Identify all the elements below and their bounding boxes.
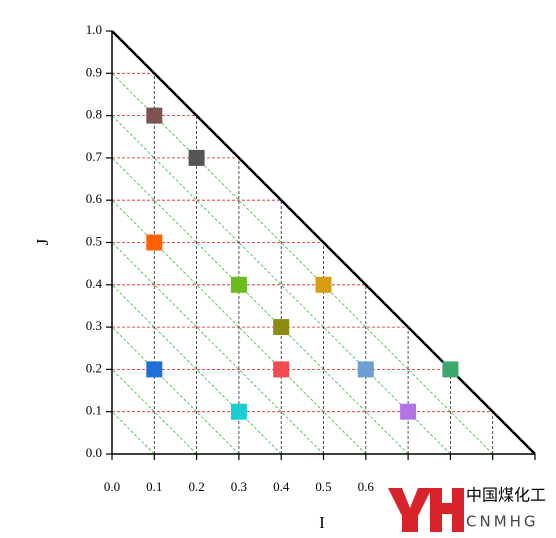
point (357, 361, 374, 378)
y-tick-label: 0.9 (86, 64, 102, 79)
y-tick-label: 0.4 (86, 276, 103, 291)
point (146, 361, 163, 378)
hypotenuse (111, 30, 536, 455)
x-tick-label: 0.5 (315, 479, 331, 494)
y-tick-label: 0.6 (86, 191, 103, 206)
diagonal-grid-line (111, 411, 155, 455)
y-tick-label: 1.0 (86, 22, 102, 37)
logo-h (430, 488, 464, 532)
x-tick-label: 0.4 (273, 479, 290, 494)
point (188, 149, 205, 166)
point (146, 234, 163, 251)
x-tick-label: 0.0 (104, 479, 120, 494)
point (442, 361, 459, 378)
logo-y (388, 488, 432, 532)
point (273, 361, 290, 378)
y-tick-label: 0.2 (86, 360, 102, 375)
x-tick-label: 0.1 (146, 479, 162, 494)
watermark-name: 中国煤化工 (466, 486, 546, 505)
diagonal-grid-line (111, 242, 324, 455)
point (400, 403, 417, 420)
y-tick-label: 0.0 (86, 445, 102, 460)
diagonal-grid-line (111, 73, 493, 455)
point (273, 319, 290, 336)
point (315, 276, 332, 293)
y-tick-label: 0.5 (86, 233, 102, 248)
y-tick-label: 0.8 (86, 107, 102, 122)
point (230, 276, 247, 293)
y-axis-label: J (33, 238, 52, 245)
watermark-code: CNMHG (466, 513, 539, 531)
x-tick-label: 0.3 (231, 479, 247, 494)
y-tick-label: 0.7 (86, 149, 103, 164)
x-tick-label: 0.2 (188, 479, 204, 494)
diagonal-grid-line (111, 157, 409, 455)
diagonal-grid-line (111, 326, 240, 455)
x-tick-label: 0.6 (358, 479, 375, 494)
point (146, 107, 163, 124)
point (230, 403, 247, 420)
y-tick-label: 0.3 (86, 318, 102, 333)
y-tick-label: 0.1 (86, 403, 102, 418)
x-axis-label: I (319, 513, 325, 532)
watermark: 中国煤化工 CNMHG (384, 482, 556, 538)
